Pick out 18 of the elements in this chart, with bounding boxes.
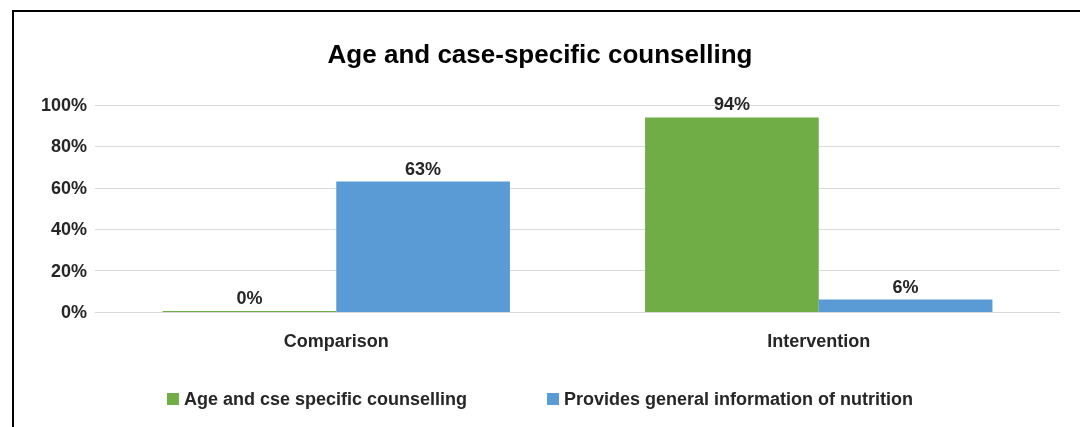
x-tick-label: Comparison — [283, 331, 389, 351]
data-label: 63% — [405, 158, 442, 179]
y-tick-label: 40% — [50, 219, 87, 240]
legend-label: Provides general information of nutrition — [564, 389, 914, 409]
y-tick-label: 0% — [60, 302, 87, 322]
chart-title: Age and case-specific counselling — [327, 39, 753, 69]
y-tick-label: 60% — [50, 177, 87, 198]
y-tick-label: 80% — [50, 136, 87, 157]
legend-label: Age and cse specific counselling — [183, 389, 468, 409]
x-tick-label: Intervention — [767, 331, 871, 351]
y-tick-label: 20% — [50, 260, 87, 281]
bar — [336, 181, 510, 312]
data-label: 0% — [236, 288, 263, 308]
data-label: 94% — [713, 94, 750, 115]
data-label: 6% — [892, 276, 919, 297]
bar — [645, 117, 819, 312]
bar — [818, 299, 993, 312]
y-tick-label: 100% — [40, 95, 87, 115]
